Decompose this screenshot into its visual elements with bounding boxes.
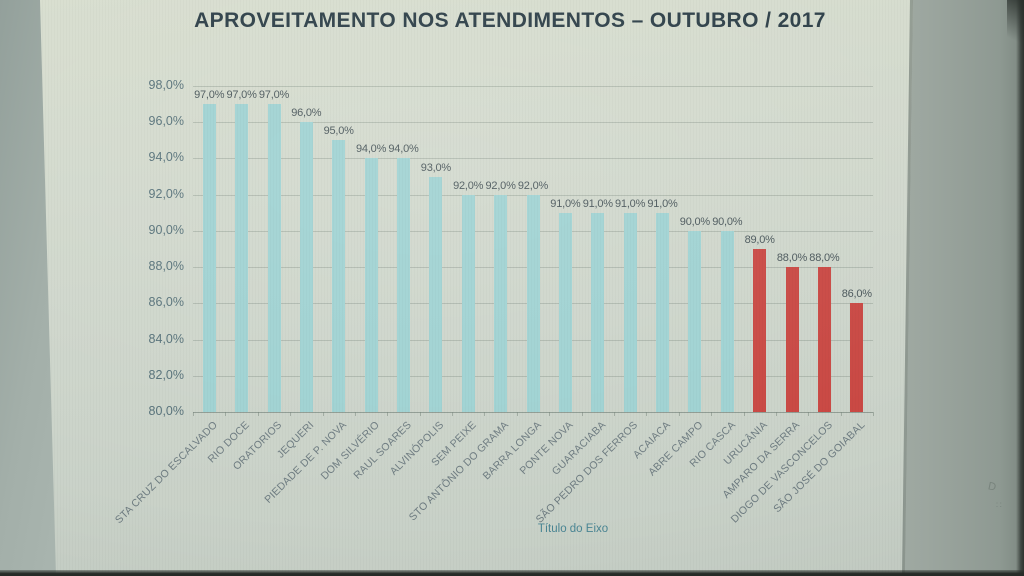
- axis-tick: [225, 412, 227, 416]
- bar-value-label: 90,0%: [679, 215, 710, 228]
- bar: [850, 303, 864, 412]
- bar: [526, 194, 540, 412]
- bar: [235, 104, 249, 412]
- bar-value-label: 90,0%: [712, 215, 743, 228]
- bar: [688, 230, 702, 412]
- axis-tick: [484, 412, 486, 416]
- bar-value-label: 91,0%: [614, 197, 646, 210]
- axis-tick: [840, 412, 842, 416]
- plot-area: 97,0% STA CRUZ DO ESCALVADO 97,0% RIO DOCE 9…: [113, 86, 874, 526]
- y-tick-label: 96,0%: [148, 114, 184, 129]
- bar-value-label: 97,0%: [226, 89, 257, 102]
- bar-value-label: 88,0%: [776, 252, 808, 265]
- bar-value-label: 91,0%: [550, 197, 581, 210]
- bar-value-label: 88,0%: [809, 252, 840, 265]
- bar-value-label: 91,0%: [582, 197, 613, 210]
- y-tick-label: 98,0%: [148, 78, 184, 92]
- bar: [202, 104, 216, 412]
- bar-value-label: 89,0%: [744, 234, 775, 246]
- axis-tick: [549, 412, 551, 416]
- bar: [364, 158, 378, 412]
- axis-tick: [581, 412, 583, 416]
- y-tick-label: 94,0%: [148, 150, 184, 165]
- axis-tick: [808, 412, 810, 416]
- axis-tick: [290, 412, 292, 416]
- bar-value-label: 91,0%: [647, 197, 678, 210]
- axis-tick: [775, 412, 777, 416]
- bar: [558, 212, 572, 412]
- bar: [785, 267, 799, 412]
- photo-dark-edge: [1016, 0, 1024, 576]
- y-tick-label: 80,0%: [148, 404, 184, 418]
- bar-value-label: 92,0%: [485, 179, 516, 192]
- axis-tick: [387, 412, 389, 416]
- axis-tick: [193, 412, 194, 416]
- axis-tick: [614, 412, 615, 416]
- bar: [267, 104, 281, 412]
- bar: [332, 140, 346, 412]
- bar-value-label: 86,0%: [841, 288, 872, 301]
- axis-tick: [257, 412, 259, 416]
- bar-value-label: 94,0%: [355, 143, 387, 156]
- photo-dark-corner: [1007, 0, 1024, 52]
- axis-tick: [873, 412, 874, 416]
- x-axis-line: [193, 412, 873, 413]
- bar: [397, 158, 410, 412]
- screen-bottom-bezel: [0, 570, 1024, 576]
- axis-tick: [743, 412, 745, 416]
- bar: [656, 212, 669, 412]
- x-axis-title: Título do Eixo: [537, 523, 609, 535]
- bar: [753, 249, 767, 412]
- bar: [591, 212, 605, 412]
- bar-value-label: 95,0%: [323, 125, 354, 138]
- bar: [817, 267, 831, 412]
- axis-tick: [678, 412, 680, 416]
- axis-tick: [711, 412, 713, 416]
- y-tick-label: 84,0%: [148, 331, 184, 346]
- y-tick-label: 90,0%: [148, 222, 184, 237]
- axis-tick: [419, 412, 421, 416]
- bar: [299, 122, 313, 412]
- bar-value-label: 92,0%: [517, 179, 549, 192]
- screen-artifact-mark: ∷: [996, 500, 1003, 510]
- gridline: [193, 86, 873, 87]
- bar-value-label: 97,0%: [258, 89, 290, 102]
- axis-tick: [322, 412, 324, 416]
- category-label: STA CRUZ DO ESCALVADO: [112, 419, 220, 527]
- bar-value-label: 92,0%: [453, 179, 484, 192]
- category-label: RAUL SOARES: [351, 419, 414, 482]
- chart-title: APROVEITAMENTO NOS ATENDIMENTOS – OUTUBR…: [194, 9, 826, 32]
- bar: [429, 176, 443, 412]
- bar: [720, 230, 734, 412]
- y-tick-label: 86,0%: [148, 295, 184, 310]
- bar-value-label: 93,0%: [420, 161, 451, 174]
- y-tick-label: 92,0%: [148, 186, 184, 201]
- axis-tick: [516, 412, 518, 416]
- y-tick-label: 88,0%: [148, 259, 184, 274]
- gridline: [193, 122, 873, 124]
- axis-tick: [646, 412, 648, 416]
- bar-value-label: 94,0%: [388, 143, 419, 156]
- axis-tick: [354, 412, 356, 416]
- bar-value-label: 97,0%: [194, 89, 225, 102]
- bar: [461, 194, 475, 412]
- bar-value-label: 96,0%: [291, 107, 322, 120]
- bar: [494, 194, 508, 412]
- axis-tick: [452, 412, 453, 416]
- y-tick-label: 82,0%: [148, 367, 184, 382]
- bar: [623, 212, 637, 412]
- gridline: [193, 158, 873, 160]
